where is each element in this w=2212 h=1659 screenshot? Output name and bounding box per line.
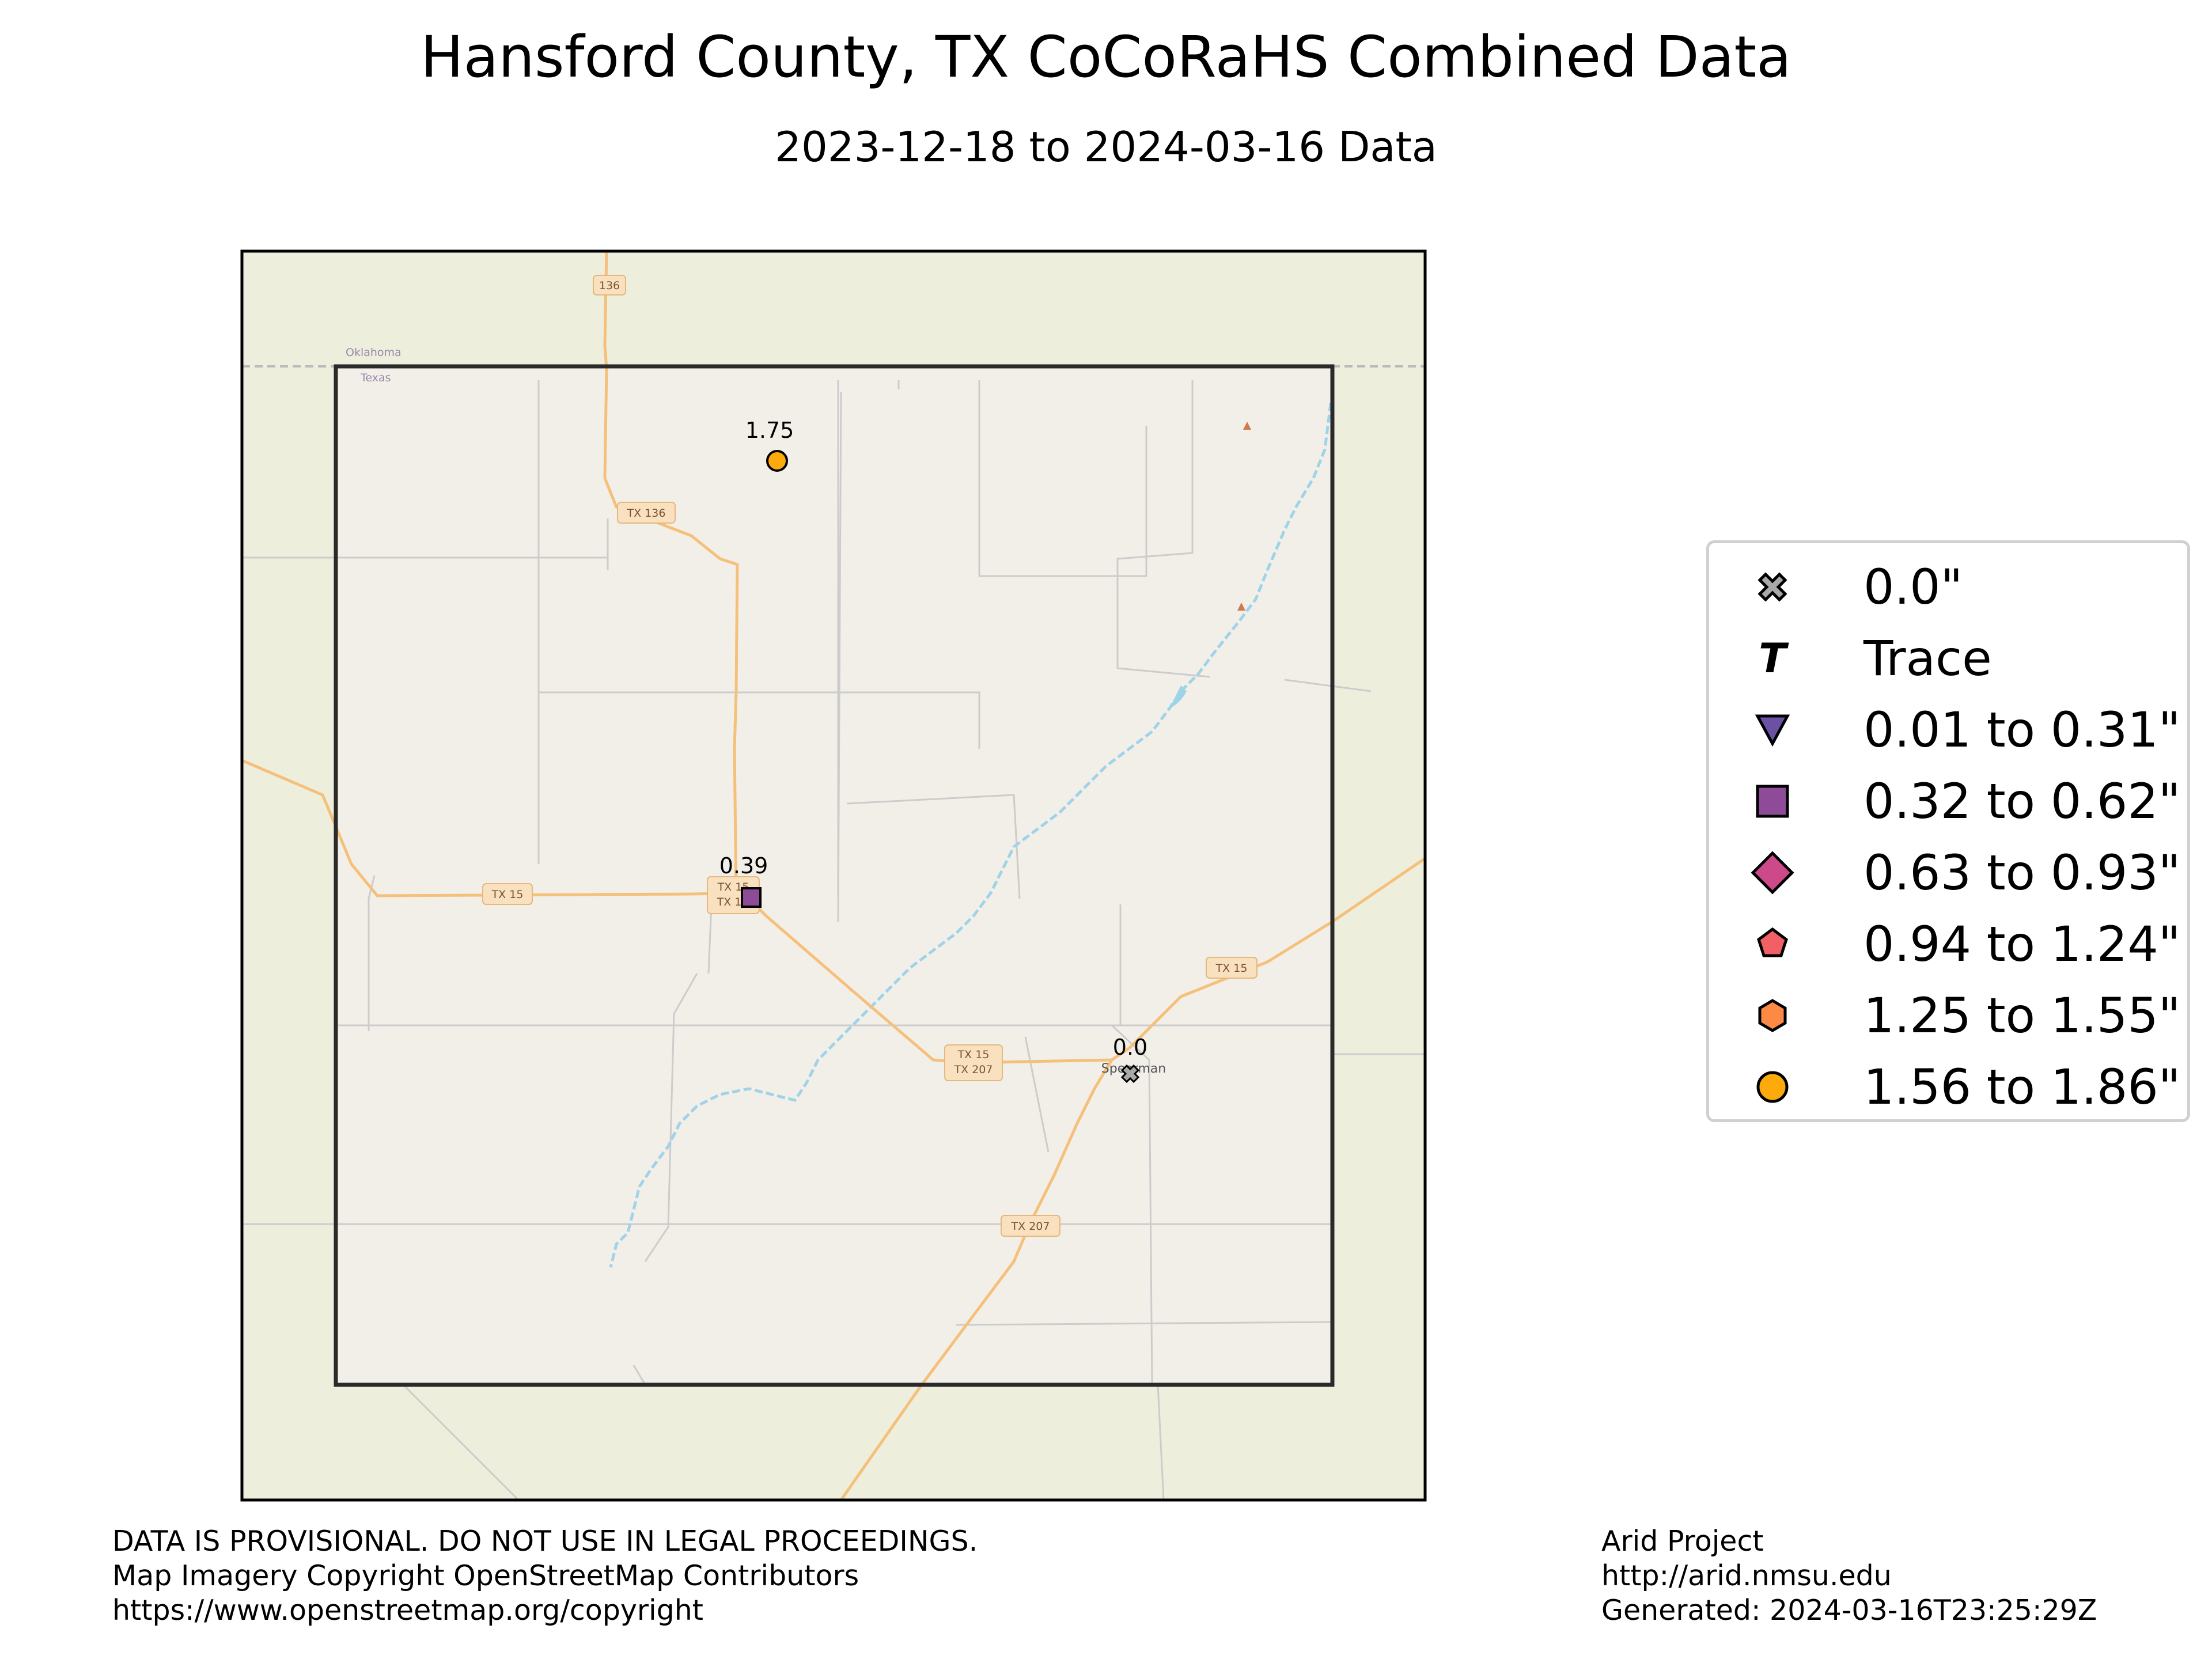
road-shield: TX 136 (617, 502, 676, 524)
station-value-label: 0.0 (1113, 1035, 1147, 1060)
svg-text:TX 15: TX 15 (1215, 962, 1248, 975)
legend-item: 0.0" (1709, 551, 2187, 623)
svg-text:TX 15: TX 15 (491, 888, 524, 901)
legend-trace-icon: T (1759, 635, 1789, 681)
legend-hexagon-icon (1758, 999, 1787, 1032)
legend-diamond-icon (1751, 851, 1794, 895)
station-value-label: 1.75 (745, 418, 794, 443)
river (609, 403, 1332, 1268)
legend-label: 1.25 to 1.55" (1863, 987, 2181, 1044)
road-shield: TX 207 (1001, 1215, 1060, 1237)
footer-line: http://arid.nmsu.edu (1601, 1559, 1892, 1592)
footer-line: DATA IS PROVISIONAL. DO NOT USE IN LEGAL… (112, 1525, 978, 1558)
station-symbol-circle (766, 450, 788, 472)
station-symbol-square (741, 887, 762, 908)
legend-label: Trace (1863, 630, 1992, 687)
legend-label: 0.94 to 1.24" (1863, 916, 2181, 972)
legend-label: 0.32 to 0.62" (1863, 773, 2181, 830)
minor-roads (242, 380, 1425, 1500)
footer-credits: Arid Project http://arid.nmsu.edu Genera… (1601, 1524, 2097, 1628)
legend-item: 1.25 to 1.55" (1709, 980, 2187, 1051)
footer-line: Arid Project (1601, 1525, 1764, 1558)
svg-text:TX 207: TX 207 (954, 1063, 993, 1076)
legend-x-icon (1758, 572, 1787, 602)
state-label-oklahoma: Oklahoma (346, 346, 402, 359)
legend-item: 0.01 to 0.31" (1709, 694, 2187, 766)
station-marker[interactable]: 0.39 (719, 853, 768, 908)
legend-circle-icon (1756, 1071, 1789, 1103)
map-title: Hansford County, TX CoCoRaHS Combined Da… (421, 24, 1791, 90)
legend-item: 1.56 to 1.86" (1709, 1051, 2187, 1123)
basemap: 136 TX 136 TX 15 TX 15 TX 1 TX 15 TX 15 TX… (242, 251, 1425, 1500)
peak-marker (1237, 603, 1245, 611)
svg-text:TX 15: TX 15 (957, 1048, 990, 1061)
svg-text:136: 136 (599, 279, 620, 292)
legend-pentagon-icon (1757, 927, 1788, 957)
legend-label: 0.0" (1863, 559, 1963, 615)
legend-item: T Trace (1709, 623, 2187, 694)
station-value-label: 0.39 (719, 853, 768, 878)
legend-item: 0.94 to 1.24" (1709, 908, 2187, 980)
lake (1169, 685, 1187, 709)
footer-line: https://www.openstreetmap.org/copyright (112, 1594, 704, 1627)
road-shield: TX 15 TX 207 (944, 1044, 1003, 1081)
legend-item: 0.63 to 0.93" (1709, 837, 2187, 908)
svg-text:T: T (1759, 635, 1789, 681)
footer-disclaimer: DATA IS PROVISIONAL. DO NOT USE IN LEGAL… (112, 1524, 978, 1628)
state-label-texas: Texas (360, 372, 391, 384)
road-shield: 136 (593, 275, 626, 296)
map-frame (240, 249, 1427, 1502)
road-shield: TX 15 (482, 883, 533, 905)
footer-line: Map Imagery Copyright OpenStreetMap Cont… (112, 1559, 859, 1592)
legend-square-icon (1756, 785, 1789, 818)
svg-text:TX 1: TX 1 (717, 896, 742, 908)
legend-item: 0.32 to 0.62" (1709, 766, 2187, 837)
legend-label: 0.63 to 0.93" (1863, 844, 2181, 901)
legend-label: 1.56 to 1.86" (1863, 1059, 2181, 1115)
station-marker[interactable]: 0.0 (1113, 1035, 1147, 1084)
svg-text:TX 207: TX 207 (1011, 1220, 1050, 1233)
peak-marker (1243, 422, 1251, 430)
county-fill (336, 366, 1332, 1385)
station-marker[interactable]: 1.75 (745, 418, 794, 472)
map-subtitle: 2023-12-18 to 2024-03-16 Data (775, 123, 1437, 171)
footer-line: Generated: 2024-03-16T23:25:29Z (1601, 1594, 2097, 1627)
legend-label: 0.01 to 0.31" (1863, 702, 2181, 758)
legend: 0.0" T Trace 0.01 to 0.31" 0.32 to 0.62"… (1706, 540, 2190, 1122)
county-boundary (334, 364, 1335, 1387)
road-shield: TX 15 (1206, 957, 1257, 979)
svg-text:TX 136: TX 136 (627, 507, 666, 520)
station-markers: 1.75 0.39 0.0 (719, 418, 1147, 1084)
legend-triangle-down-icon (1755, 714, 1790, 747)
station-symbol-x (1120, 1064, 1140, 1084)
